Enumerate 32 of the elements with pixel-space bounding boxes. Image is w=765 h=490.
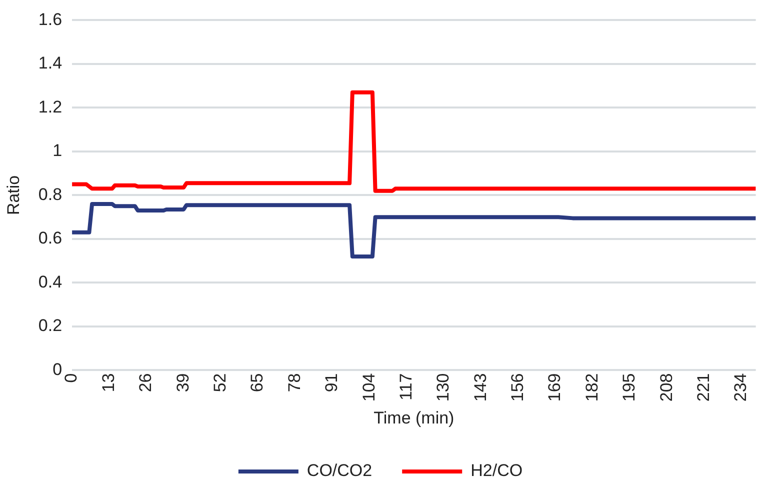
x-tick-label: 234 [731,373,750,402]
x-tick-label: 208 [656,373,676,402]
y-tick-label: 1.2 [38,97,62,116]
y-tick-label: 1.4 [38,54,62,73]
x-tick-label: 221 [694,373,714,402]
x-tick-label: 26 [136,373,156,392]
legend-label: H2/CO [470,461,523,480]
x-tick-label: 117 [396,373,416,400]
x-tick-label: 130 [434,373,453,402]
x-tick-label: 65 [248,373,267,392]
x-tick-label: 182 [582,373,602,402]
y-tick-label: 1.6 [38,10,62,29]
x-tick-label: 39 [173,373,192,392]
x-tick-label: 143 [470,373,490,402]
y-tick-label: 0 [52,360,62,379]
x-tick-label: 0 [62,373,81,383]
x-tick-label: 195 [620,373,639,402]
x-tick-label: 52 [210,373,230,392]
x-tick-label: 13 [98,373,118,392]
y-tick-label: 0.4 [38,272,62,292]
x-tick-label: 156 [508,373,528,402]
x-tick-label: 91 [322,373,342,392]
x-tick-label: 169 [545,373,564,402]
y-tick-label: 0.6 [38,228,62,248]
legend-label: CO/CO2 [306,461,372,480]
x-axis-title: Time (min) [374,408,454,428]
y-axis-title: Ratio [4,175,23,216]
y-tick-label: 1 [52,141,62,160]
y-tick-label: 0.2 [38,316,62,336]
x-tick-label: 104 [359,373,378,402]
y-tick-label: 0.8 [38,184,62,204]
x-tick-label: 78 [284,373,304,392]
